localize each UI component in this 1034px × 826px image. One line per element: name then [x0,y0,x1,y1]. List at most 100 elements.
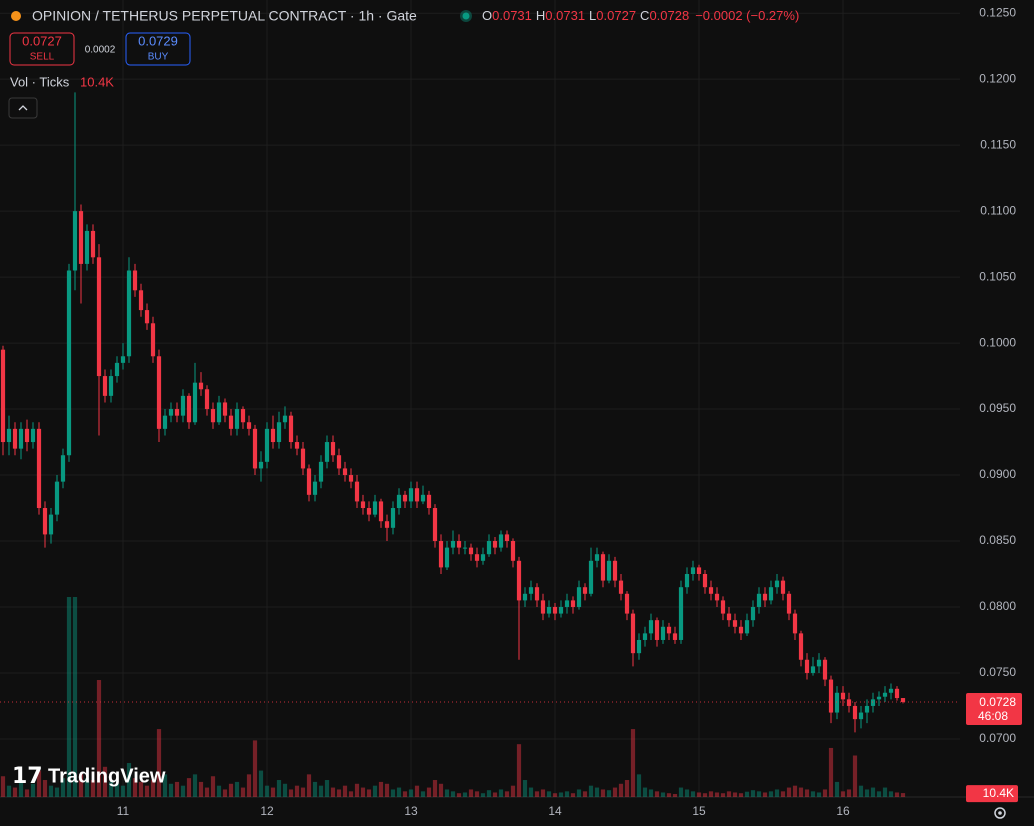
volume-bar [72,597,78,797]
volume-bar [762,792,768,797]
candle-body [588,560,594,594]
volume-bar [210,776,216,797]
volume-bar [342,785,348,797]
candle-body [822,659,828,680]
volume-bar [486,790,492,797]
buy-button[interactable] [125,32,191,66]
ohlc-label: L [589,8,596,23]
candle-body [804,659,810,673]
collapse-button[interactable] [8,97,38,119]
candle-body [876,696,882,700]
candle-body [858,712,864,720]
sell-label: SELL [30,52,55,63]
settings-icon-center [998,811,1002,815]
volume-bar [354,783,360,797]
volume-bar [576,789,582,797]
volume-bar [276,780,282,797]
candle-body [36,428,42,509]
volume-bar [522,780,528,797]
volume-bar [36,770,42,797]
volume-bar [312,781,318,797]
candle-body [168,409,174,416]
candle-body [330,442,336,456]
volume-bar [426,787,432,797]
candle-body [240,409,246,423]
ohlc-label: H [536,8,545,23]
candle-body [216,402,222,423]
volume-bar [12,787,18,797]
candles [0,92,906,733]
volume-pane [0,597,906,797]
candle-body [606,560,612,581]
candle-body [252,428,258,469]
candle-body [102,376,108,396]
ohlc-readout: O0.0731 H0.0731 L0.0727 C0.0728 −0.0002 (−0.… [482,8,799,23]
candle-body [324,442,330,462]
candle-body [24,428,30,443]
volume-bar [252,740,258,797]
x-tick-label: 13 [404,804,418,818]
candle-body [198,382,204,390]
volume-bar [240,787,246,797]
volume-bar [228,783,234,797]
volume-bar [786,787,792,797]
ohlc-value: 0.0727 [596,8,636,23]
volume-bar [324,780,330,797]
volume-bar [414,785,420,797]
volume-bar [834,781,840,797]
volume-bar [132,778,138,797]
candle-body [654,620,660,640]
volume-bar [186,778,192,797]
candle-body [78,211,84,264]
candle-body [48,514,54,535]
candle-body [774,580,780,588]
candle-body [234,409,240,429]
candle-body [672,633,678,640]
volume-bar [318,785,324,797]
ask-price: 0.0729 [138,33,178,48]
volume-bar [366,789,372,797]
volume-bar [336,789,342,797]
candle-body [96,257,102,377]
candle-body [636,639,642,654]
volume-bar [618,783,624,797]
candle-body [696,567,702,574]
volume-bar [390,789,396,797]
candle-body [534,587,540,601]
volume-bar [468,789,474,797]
volume-bar [360,787,366,797]
volume-bar [96,680,102,797]
volume-tag [966,785,1018,803]
volume-bar [156,729,162,797]
buy-label: BUY [148,52,169,63]
candle-body [810,666,816,673]
volume-bar [726,791,732,797]
settings-icon[interactable] [994,807,1006,819]
volume-bar [882,787,888,797]
candle-body [246,422,252,429]
volume-bar [684,789,690,797]
sell-button[interactable] [9,32,75,66]
volume-bar [456,793,462,797]
countdown: 46:08 [978,709,1008,723]
candle-body [864,705,870,713]
volume-bar [294,785,300,797]
candle-body [660,626,666,640]
volume-bar [822,789,828,797]
candle-body [456,541,462,548]
volume-bar [768,791,774,797]
candle-body [402,494,408,502]
y-tick-label: 0.0900 [979,467,1016,481]
x-tick-label: 11 [117,804,130,818]
candle-body [306,468,312,495]
candle-body [66,270,72,456]
volume-bar [174,781,180,797]
candle-body [18,428,24,449]
volume-bar [54,787,60,797]
candle-body [258,461,264,469]
volume-bar [744,791,750,797]
chart-title: OPINION / TETHERUS PERPETUAL CONTRACT · … [32,8,417,24]
y-tick-label: 0.0700 [979,731,1016,745]
volume-bar [852,755,858,797]
